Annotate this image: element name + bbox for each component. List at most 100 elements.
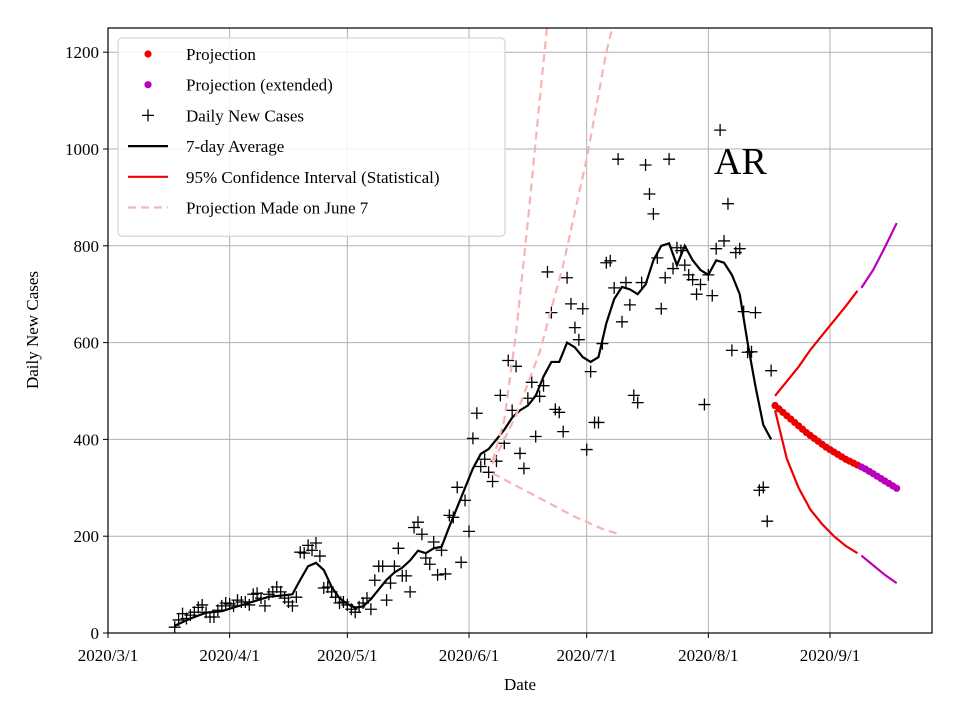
point	[404, 585, 417, 598]
plot-area	[168, 28, 901, 633]
point	[388, 560, 401, 573]
point	[561, 271, 574, 284]
point	[568, 321, 581, 334]
point	[502, 354, 515, 367]
point	[745, 345, 758, 358]
x-axis-label: Date	[504, 675, 536, 694]
x-tick-label: 2020/8/1	[678, 646, 738, 665]
point	[761, 515, 774, 528]
point	[725, 344, 738, 357]
point	[376, 560, 389, 573]
legend-label: 7-day Average	[186, 137, 284, 156]
point	[415, 528, 428, 541]
point	[721, 197, 734, 210]
point	[647, 207, 660, 220]
point	[557, 425, 570, 438]
point	[196, 598, 209, 611]
point	[686, 273, 699, 286]
point	[893, 484, 901, 492]
band-line	[491, 28, 549, 462]
point	[608, 281, 621, 294]
point	[710, 242, 723, 255]
point	[572, 333, 585, 346]
axes: 0 200 400 600 800 1000 1200 2020/3/1 2020/4/1 202…	[65, 43, 860, 665]
point	[604, 254, 617, 267]
legend-box	[117, 37, 506, 237]
point	[368, 574, 381, 587]
point	[765, 364, 778, 377]
x-tick-label: 2020/5/1	[317, 646, 377, 665]
point	[411, 516, 424, 529]
y-tick-label: 1000	[65, 140, 99, 159]
x-tick-label: 2020/4/1	[199, 646, 259, 665]
point	[612, 153, 625, 166]
point	[698, 398, 711, 411]
point	[455, 556, 468, 569]
y-tick-label: 800	[74, 237, 100, 256]
point	[486, 475, 499, 488]
band-line	[860, 222, 898, 289]
band-line	[773, 410, 859, 555]
point	[313, 550, 326, 563]
y-axis-label: Daily New Cases	[23, 271, 42, 389]
point	[474, 460, 487, 473]
legend-handle	[144, 50, 152, 58]
y-tick-label: 200	[74, 527, 100, 546]
point	[427, 536, 440, 549]
point	[466, 432, 479, 445]
point	[541, 265, 554, 278]
point	[616, 315, 629, 328]
point	[462, 525, 475, 538]
point	[286, 599, 299, 612]
point	[470, 407, 483, 420]
legend-label: Projection (extended)	[186, 76, 333, 95]
point	[655, 302, 668, 315]
point	[663, 153, 676, 166]
point	[400, 569, 413, 582]
legend-handle	[144, 81, 152, 89]
point	[168, 621, 181, 633]
point	[482, 466, 495, 479]
point	[525, 376, 538, 389]
x-tick-label: 2020/9/1	[800, 646, 860, 665]
point	[309, 536, 322, 549]
point	[478, 453, 491, 466]
legend-label: Daily New Cases	[186, 106, 304, 125]
point	[667, 262, 680, 275]
point	[733, 242, 746, 255]
band-line	[491, 28, 614, 465]
point	[757, 481, 770, 494]
y-tick-label: 1200	[65, 43, 99, 62]
point	[690, 288, 703, 301]
point	[431, 568, 444, 581]
y-tick-label: 400	[74, 430, 100, 449]
point	[392, 542, 405, 555]
legend-label: Projection Made on June 7	[186, 199, 369, 218]
legend-label: 95% Confidence Interval (Statistical)	[186, 168, 440, 187]
point	[521, 392, 534, 405]
axes-frame	[107, 27, 933, 634]
point	[706, 289, 719, 302]
point	[718, 234, 731, 247]
legend-handle	[142, 109, 154, 122]
point	[643, 188, 656, 201]
point	[384, 577, 397, 590]
band-line	[774, 290, 859, 397]
point	[451, 481, 464, 494]
x-tick-label: 2020/7/1	[556, 646, 616, 665]
point	[364, 603, 377, 616]
point	[439, 567, 452, 580]
point	[517, 462, 530, 475]
legend-label: Projection	[186, 45, 256, 64]
point	[506, 404, 519, 417]
point	[639, 158, 652, 171]
point	[529, 430, 542, 443]
point	[258, 599, 271, 612]
x-tick-label: 2020/3/1	[78, 646, 138, 665]
band-line	[860, 554, 898, 585]
point	[623, 298, 636, 311]
point	[678, 259, 691, 272]
point	[553, 406, 566, 419]
point	[514, 447, 526, 460]
